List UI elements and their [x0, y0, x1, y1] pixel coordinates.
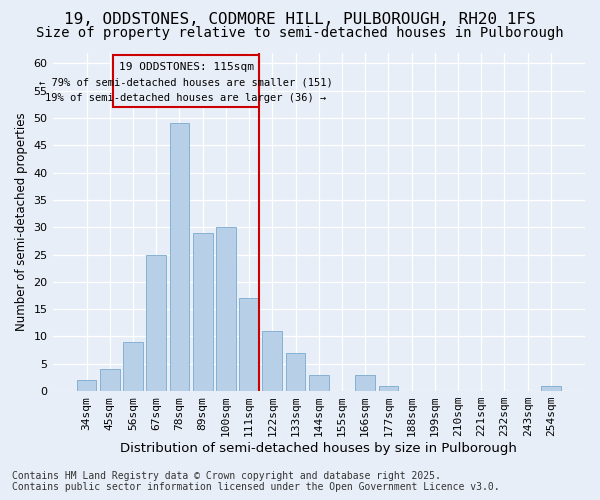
- X-axis label: Distribution of semi-detached houses by size in Pulborough: Distribution of semi-detached houses by …: [121, 442, 517, 455]
- Bar: [262, 331, 282, 391]
- Bar: [146, 254, 166, 391]
- Bar: [309, 374, 329, 391]
- Text: 19 ODDSTONES: 115sqm: 19 ODDSTONES: 115sqm: [119, 62, 254, 72]
- Bar: [170, 124, 190, 391]
- Y-axis label: Number of semi-detached properties: Number of semi-detached properties: [15, 112, 28, 331]
- Bar: [355, 374, 375, 391]
- Text: ← 79% of semi-detached houses are smaller (151): ← 79% of semi-detached houses are smalle…: [39, 77, 333, 87]
- Text: Size of property relative to semi-detached houses in Pulborough: Size of property relative to semi-detach…: [36, 26, 564, 40]
- Bar: [541, 386, 561, 391]
- Bar: [100, 369, 119, 391]
- Text: 19% of semi-detached houses are larger (36) →: 19% of semi-detached houses are larger (…: [46, 94, 327, 104]
- Bar: [123, 342, 143, 391]
- Bar: [286, 353, 305, 391]
- Text: 19, ODDSTONES, CODMORE HILL, PULBOROUGH, RH20 1FS: 19, ODDSTONES, CODMORE HILL, PULBOROUGH,…: [64, 12, 536, 28]
- Bar: [193, 232, 212, 391]
- Bar: [113, 55, 259, 107]
- Bar: [379, 386, 398, 391]
- Bar: [216, 228, 236, 391]
- Bar: [239, 298, 259, 391]
- Text: Contains HM Land Registry data © Crown copyright and database right 2025.
Contai: Contains HM Land Registry data © Crown c…: [12, 471, 500, 492]
- Bar: [77, 380, 97, 391]
